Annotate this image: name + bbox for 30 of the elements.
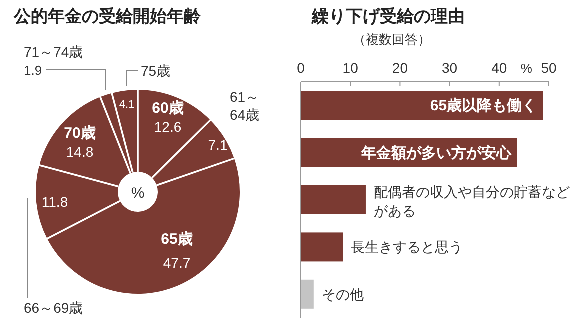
data-label: 12.6 — [154, 119, 182, 135]
x-tick-label: 40 — [492, 60, 508, 76]
slice-label: 65歳 — [161, 231, 193, 248]
x-axis-title: % — [520, 61, 533, 76]
x-tick-label: 50 — [541, 60, 557, 76]
chart-title: 公的年金の受給開始年齢 — [13, 7, 202, 26]
slice-label: 66～69歳 — [24, 300, 84, 316]
data-label: 14.8 — [66, 144, 94, 160]
data-label: 1.9 — [24, 63, 42, 78]
data-label: 11.8 — [42, 194, 68, 210]
slice-label: 61～64歳 — [230, 89, 260, 123]
data-label: 7.1 — [208, 137, 228, 153]
x-tick-label: 0 — [297, 60, 306, 76]
data-label: 4.1 — [119, 99, 135, 111]
y-tick-label: 65歳以降も働く — [430, 98, 538, 115]
y-tick-label: 年金額が多い方が安心 — [360, 144, 512, 162]
slice-label: 60歳 — [152, 100, 184, 117]
x-tick-label: 30 — [442, 60, 458, 76]
chart-subtitle: （複数回答） — [353, 32, 431, 47]
slice-label: 71～74歳 — [24, 44, 84, 60]
x-tick-label: 10 — [342, 60, 359, 76]
x-tick-label: 20 — [392, 60, 408, 76]
chart-title: 繰り下げ受給の理由 — [311, 7, 465, 26]
y-tick-label: その他 — [322, 286, 364, 302]
slice-label: 75歳 — [141, 63, 171, 79]
y-tick-label: 長生きすると思う — [351, 239, 464, 256]
y-tick-label: 配偶者の収入や自分の貯蓄などがある — [374, 184, 570, 219]
slice-label: 70歳 — [64, 125, 96, 142]
data-label: 47.7 — [163, 255, 191, 271]
text: % — [131, 185, 145, 202]
